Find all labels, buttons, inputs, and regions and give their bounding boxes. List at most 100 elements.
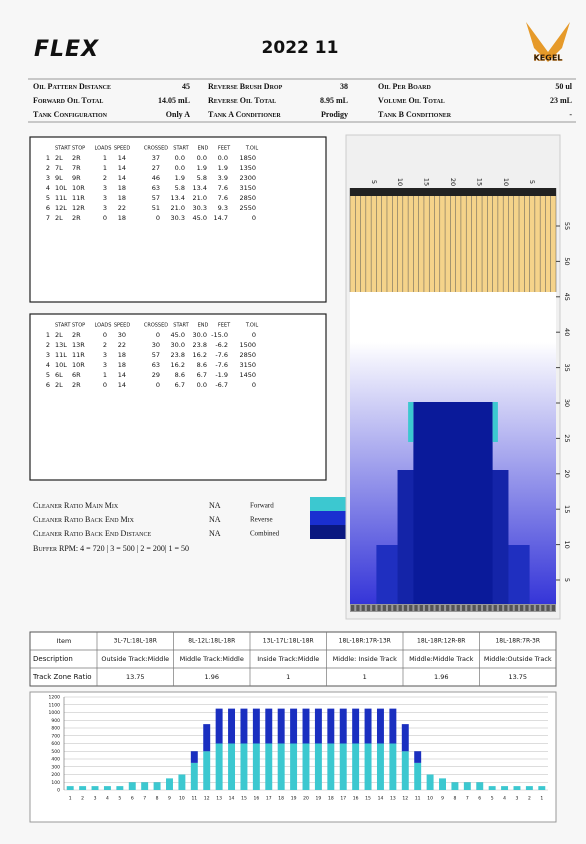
table-cell: 10L <box>55 184 67 192</box>
cleaner-value: NA <box>209 515 221 524</box>
zone-item: 3L-7L:18L-18R <box>114 638 157 645</box>
lane-head <box>350 188 556 196</box>
y-tick-label: 200 <box>51 772 60 778</box>
table-cell: 0.0 <box>175 164 185 172</box>
table-cell: 0 <box>156 381 160 389</box>
table-cell: 18 <box>118 214 126 222</box>
zone-desc: Middle:Outside Track <box>484 655 552 663</box>
table-cell: 1350 <box>239 164 256 172</box>
table-cell: 6.7 <box>175 381 185 389</box>
zone-label: Item <box>57 637 72 645</box>
board-label: 20 <box>449 178 457 186</box>
table-header: LOADS <box>95 323 112 329</box>
legend-label: Forward <box>250 502 274 510</box>
table-cell: 2R <box>72 381 81 389</box>
x-tick-label: 11 <box>415 796 421 802</box>
bar <box>451 782 459 790</box>
table-cell: 1850 <box>239 154 256 162</box>
foot-box <box>440 605 445 611</box>
bar <box>376 743 384 790</box>
y-tick-label: 700 <box>51 733 60 739</box>
x-tick-label: 3 <box>94 796 97 802</box>
table-cell: 10R <box>72 184 85 192</box>
zone-box <box>29 631 557 687</box>
foot-box <box>414 605 418 611</box>
zone-ratio: 1 <box>363 673 367 681</box>
table-cell: 0 <box>252 331 256 339</box>
x-tick-label: 15 <box>241 796 247 802</box>
table-header: STOP <box>72 146 85 152</box>
zone-ratio: 1 <box>286 673 290 681</box>
table-cell: 46 <box>152 174 160 182</box>
table-cell: -6.2 <box>215 341 228 349</box>
table-cell: -7.6 <box>215 351 228 359</box>
table-cell: 2R <box>72 214 81 222</box>
foot-box <box>419 605 423 611</box>
table-cell: 8.6 <box>175 371 185 379</box>
brand-logo <box>526 22 570 62</box>
bar <box>352 708 360 744</box>
foot-box <box>488 605 492 611</box>
bar <box>265 708 273 744</box>
bar <box>426 774 434 790</box>
foot-box <box>477 605 482 611</box>
zone-ratio: 1.96 <box>205 673 219 681</box>
x-tick-label: 14 <box>229 796 235 802</box>
table-cell: 2L <box>55 154 63 162</box>
table-cell: 30.3 <box>193 204 207 212</box>
x-tick-label: 6 <box>478 796 481 802</box>
feet-label: 10 <box>563 540 571 548</box>
x-tick-label: 1 <box>69 796 72 802</box>
table-cell: 1 <box>103 371 107 379</box>
table-cell: 14.7 <box>214 214 228 222</box>
table-cell: 12L <box>55 204 67 212</box>
y-tick-label: 800 <box>51 726 60 732</box>
bar <box>314 708 322 744</box>
table-header: START <box>55 146 71 152</box>
info-value: 50 ul <box>555 82 572 91</box>
foot-box <box>514 605 519 611</box>
bar <box>190 762 198 790</box>
foot-box <box>403 605 408 611</box>
bar <box>302 708 310 744</box>
legend-label: Combined <box>250 530 280 538</box>
table-cell: 3 <box>103 204 107 212</box>
bar <box>414 751 422 763</box>
table-cell: 7.6 <box>218 184 228 192</box>
table-cell: 2 <box>46 341 50 349</box>
zone-ratio: 13.75 <box>508 673 527 681</box>
x-tick-label: 4 <box>106 796 109 802</box>
table-header: SPEED <box>114 146 131 152</box>
bar <box>277 743 285 790</box>
y-tick-label: 900 <box>51 718 60 724</box>
x-tick-label: 14 <box>378 796 384 802</box>
bar <box>339 708 347 744</box>
table-cell: 14 <box>118 174 126 182</box>
bar <box>228 708 236 744</box>
bar <box>240 708 248 744</box>
table-cell: 0 <box>103 381 107 389</box>
bar <box>389 708 397 744</box>
bar <box>488 786 496 790</box>
table-header: FEET <box>218 323 231 329</box>
table-cell: 16.2 <box>193 351 207 359</box>
y-tick-label: 1200 <box>49 695 61 701</box>
feet-label: 5 <box>563 578 571 582</box>
legend-swatch <box>310 497 348 511</box>
board-label: 15 <box>423 178 431 186</box>
bar <box>153 782 161 790</box>
table-cell: 11L <box>55 351 67 359</box>
x-tick-label: 2 <box>81 796 84 802</box>
table-cell: 0 <box>103 214 107 222</box>
table-cell: 3 <box>103 194 107 202</box>
bar <box>364 708 372 744</box>
table-cell: 45.0 <box>193 214 207 222</box>
table-header: START <box>55 323 71 329</box>
table-cell: 2R <box>72 331 81 339</box>
table-cell: 30 <box>152 341 160 349</box>
feet-label: 25 <box>563 434 571 442</box>
y-tick-label: 1100 <box>49 702 61 708</box>
table-cell: 9L <box>55 174 63 182</box>
foot-box <box>398 605 402 611</box>
